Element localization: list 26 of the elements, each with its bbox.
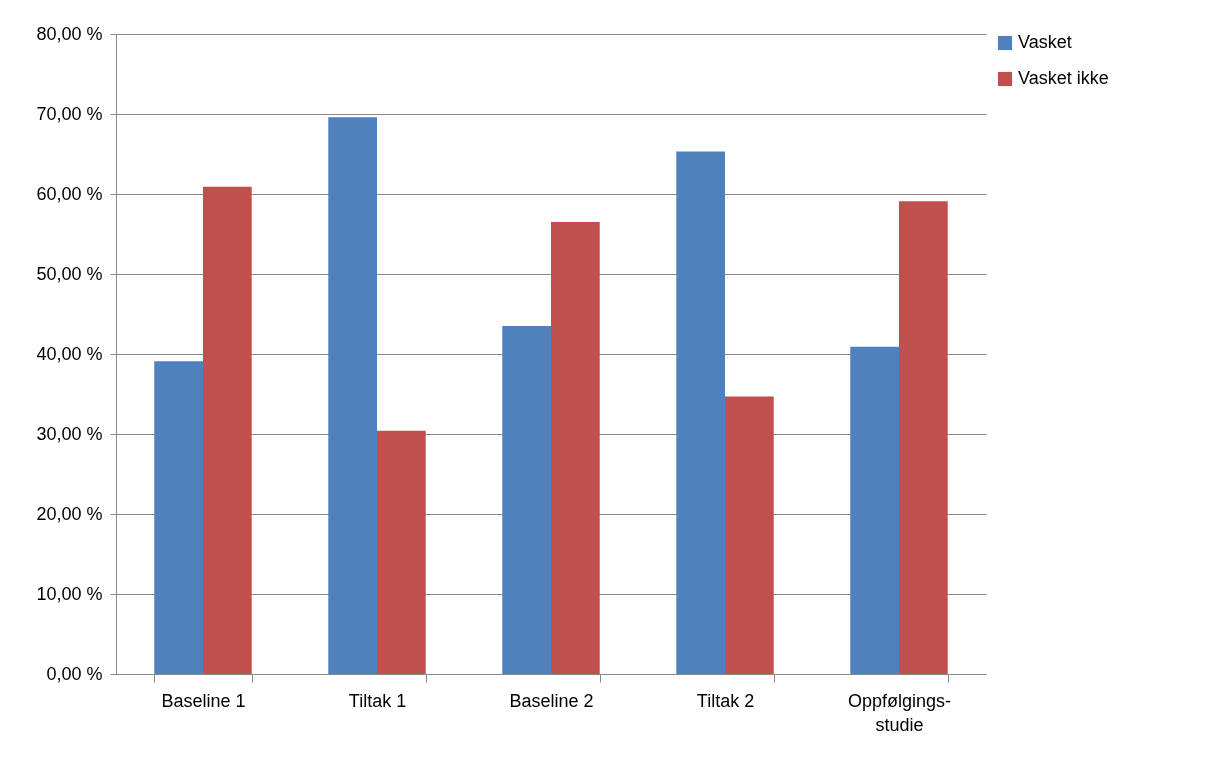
bar: [377, 430, 426, 674]
y-tick-label: 0,00 %: [46, 663, 103, 684]
bar: [850, 346, 899, 674]
bar: [203, 186, 252, 674]
x-tick-label: Oppfølgings-studie: [847, 690, 952, 735]
y-tick-label: 10,00 %: [36, 583, 103, 604]
bar: [328, 117, 377, 674]
x-tick-label: Baseline 1: [161, 690, 246, 711]
bar: [551, 222, 600, 674]
legend-label: Vasket: [1018, 32, 1072, 52]
bar: [899, 201, 948, 674]
bar: [676, 151, 725, 674]
legend-label: Vasket ikke: [1018, 68, 1109, 88]
x-tick-label: Baseline 2: [509, 690, 594, 711]
x-tick-label: Tiltak 1: [348, 690, 407, 711]
y-tick-label: 70,00 %: [36, 103, 103, 124]
y-tick-label: 30,00 %: [36, 423, 103, 444]
y-tick-label: 60,00 %: [36, 183, 103, 204]
y-tick-label: 50,00 %: [36, 263, 103, 284]
bar: [725, 396, 774, 674]
bar: [154, 361, 203, 674]
x-tick-label: Tiltak 2: [696, 690, 755, 711]
y-tick-label: 20,00 %: [36, 503, 103, 524]
y-tick-label: 80,00 %: [36, 23, 103, 44]
y-tick-label: 40,00 %: [36, 343, 103, 364]
bar: [502, 326, 551, 674]
